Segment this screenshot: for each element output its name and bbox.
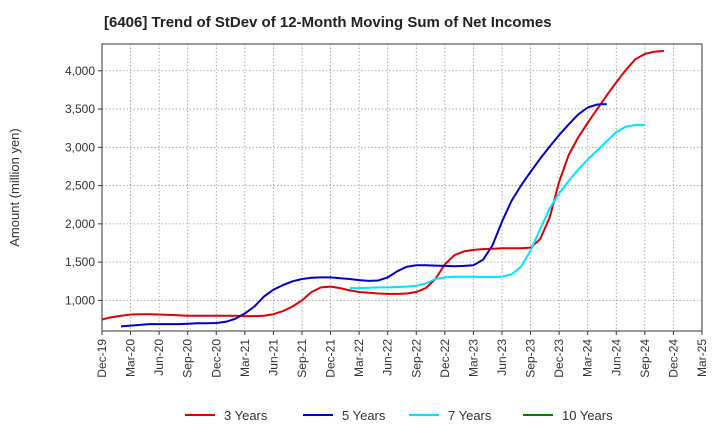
x-tick-label: Jun-20 (152, 339, 166, 376)
x-tick-label: Mar-25 (695, 339, 709, 377)
legend-item: 10 Years (523, 408, 613, 423)
y-tick-label: 3,000 (65, 140, 95, 154)
x-tick-label: Mar-24 (581, 339, 595, 377)
y-tick-label: 1,500 (65, 255, 95, 269)
x-tick-label: Dec-23 (552, 339, 566, 378)
y-axis-label: Amount (million yen) (7, 128, 22, 247)
legend-item: 3 Years (185, 408, 268, 423)
x-tick-label: Mar-23 (466, 339, 480, 377)
legend-label: 3 Years (224, 408, 268, 423)
grid (101, 44, 703, 331)
series-lines (101, 49, 664, 328)
x-tick-label: Dec-20 (209, 339, 223, 378)
x-tick-label: Sep-21 (295, 339, 309, 378)
x-tick-label: Dec-24 (666, 339, 680, 378)
legend-item: 5 Years (303, 408, 386, 423)
plot-frame (101, 43, 703, 332)
x-tick-label: Jun-24 (609, 339, 623, 376)
x-tick-label: Jun-23 (495, 339, 509, 376)
y-tick-label: 2,000 (65, 217, 95, 231)
series-line-3-years (101, 49, 664, 321)
y-axis-ticks: 1,000 1,500 2,000 2,500 3,000 3,500 4,000 (65, 64, 102, 307)
x-tick-label: Sep-20 (181, 339, 195, 378)
x-tick-label: Dec-21 (324, 339, 338, 378)
legend-item: 7 Years (409, 408, 492, 423)
legend: 3 Years 5 Years 7 Years 10 Years (185, 408, 613, 423)
x-tick-label: Jun-21 (266, 339, 280, 376)
x-tick-label: Mar-22 (352, 339, 366, 377)
legend-label: 10 Years (562, 408, 613, 423)
chart-title: [6406] Trend of StDev of 12-Month Moving… (104, 14, 552, 31)
y-tick-label: 3,500 (65, 102, 95, 116)
x-tick-label: Dec-19 (95, 339, 109, 378)
x-tick-label: Jun-22 (381, 339, 395, 376)
x-tick-label: Sep-24 (638, 339, 652, 378)
x-tick-label: Dec-22 (438, 339, 452, 378)
y-tick-label: 2,500 (65, 179, 95, 193)
legend-label: 7 Years (448, 408, 492, 423)
x-tick-label: Mar-20 (124, 339, 138, 377)
y-tick-label: 1,000 (65, 293, 95, 307)
x-tick-label: Sep-23 (524, 339, 538, 378)
series-line-5-years (120, 103, 607, 328)
legend-label: 5 Years (342, 408, 386, 423)
x-axis-ticks: Dec-19 Mar-20 Jun-20 Sep-20 Dec-20 Mar-21 Jun-… (95, 331, 709, 378)
x-tick-label: Mar-21 (238, 339, 252, 377)
x-tick-label: Sep-22 (409, 339, 423, 378)
y-tick-label: 4,000 (65, 64, 95, 78)
series-line-7-years (349, 123, 645, 290)
